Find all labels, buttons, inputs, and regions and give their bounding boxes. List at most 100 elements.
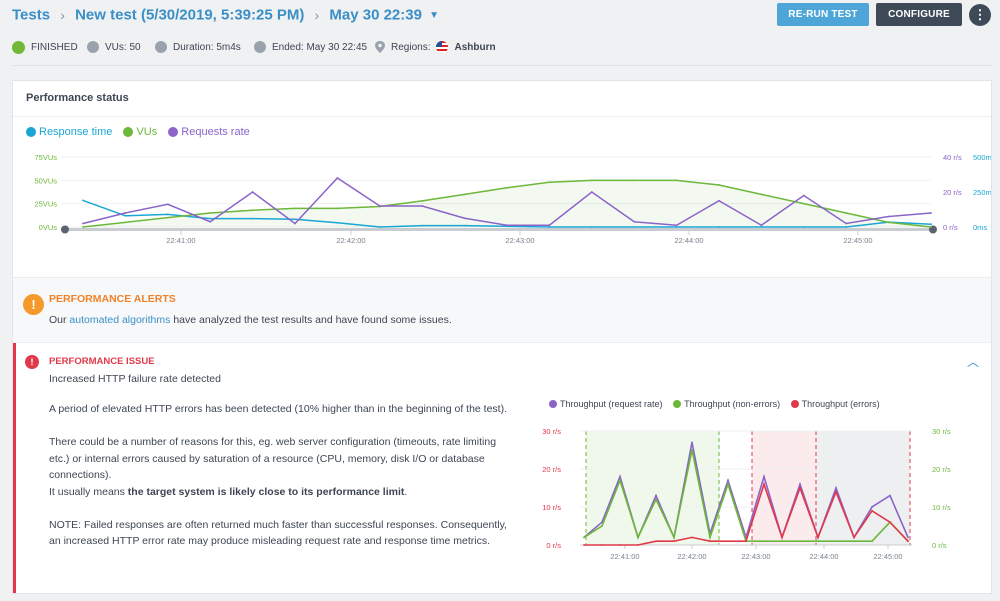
data-point: [727, 479, 729, 482]
y-tick-rate: 40 r/s: [943, 153, 962, 162]
data-point: [655, 540, 657, 543]
data-point: [421, 224, 424, 227]
data-point: [845, 212, 848, 214]
data-point: [294, 218, 296, 221]
data-point: [619, 544, 621, 546]
data-point: [378, 205, 381, 207]
data-point: [166, 216, 169, 219]
x-tick-label: 22:44:00: [809, 552, 838, 561]
data-point: [633, 220, 636, 223]
status-regions: Regions: Ashburn: [375, 38, 496, 56]
performance-chart[interactable]: 0VUs 25VUs 50VUs 75VUs 0 r/s 20 r/s 40 r/s 0ms 2…: [13, 147, 991, 247]
status-duration: Duration: 5m4s: [155, 38, 241, 56]
data-point: [336, 177, 339, 179]
chevron-right-icon: ›: [314, 7, 320, 24]
x-tick-label: 22:41:00: [166, 236, 195, 245]
data-point: [799, 483, 801, 486]
throughput-chart[interactable]: 0 r/s 10 r/s 20 r/s 30 r/s 0 r/s 10 r/s 20 r/s…: [516, 421, 956, 571]
data-point: [294, 207, 296, 210]
configure-button[interactable]: CONFIGURE: [876, 3, 962, 26]
breadcrumb-run[interactable]: May 30 22:39: [329, 6, 422, 24]
data-point: [871, 540, 873, 543]
legend-non-errors[interactable]: Throughput (non-errors): [673, 399, 780, 409]
performance-card: Performance status Response time VUs Req…: [12, 80, 992, 594]
automated-algorithms-link[interactable]: automated algorithms: [69, 314, 171, 326]
vus-area: [83, 180, 931, 227]
data-point: [709, 536, 711, 539]
data-point: [760, 193, 763, 196]
performance-alerts-panel: ! PERFORMANCE ALERTS Our automated algor…: [13, 277, 991, 343]
issue-paragraph: A period of elevated HTTP errors has bee…: [49, 403, 508, 415]
data-point: [817, 540, 819, 543]
vus-value: VUs: 50: [105, 41, 141, 53]
data-point: [691, 441, 693, 444]
data-point: [548, 224, 551, 227]
data-point: [209, 220, 212, 223]
issue-text-after: .: [404, 485, 408, 498]
data-point: [294, 222, 296, 225]
data-point: [845, 226, 848, 228]
data-point: [802, 194, 805, 197]
legend-request-rate[interactable]: Throughput (request rate): [549, 399, 663, 409]
data-point: [209, 212, 212, 214]
data-point: [853, 536, 855, 539]
legend-requests-rate[interactable]: Requests rate: [168, 126, 250, 138]
x-tick-label: 22:42:00: [336, 236, 365, 245]
issue-note: NOTE: Failed responses are often returne…: [49, 518, 507, 548]
status-vus: VUs: 50: [87, 38, 141, 56]
caret-down-icon[interactable]: ▼: [429, 9, 440, 21]
data-point: [124, 221, 127, 224]
data-point: [548, 226, 551, 228]
data-point: [802, 226, 805, 228]
data-point: [718, 226, 720, 228]
data-point: [675, 179, 678, 182]
issue-paragraph: It usually means the target system is li…: [49, 484, 519, 501]
status-state: FINISHED: [31, 41, 78, 53]
data-point: [336, 221, 339, 224]
performance-legend: Response time VUs Requests rate: [26, 126, 258, 140]
chevron-right-icon: ›: [60, 7, 65, 24]
legend-errors[interactable]: Throughput (errors): [790, 399, 880, 409]
x-tick-label: 22:43:00: [505, 236, 534, 245]
data-point: [835, 490, 837, 493]
timeline-scrollbar: [69, 228, 931, 231]
legend-response-time[interactable]: Response time: [26, 126, 112, 138]
x-tick-label: 22:42:00: [677, 552, 706, 561]
breadcrumb-tests[interactable]: Tests: [12, 6, 51, 24]
legend-label: Throughput (errors): [801, 399, 880, 409]
rerun-test-button[interactable]: RE-RUN TEST: [777, 3, 869, 26]
breadcrumb-test[interactable]: New test (5/30/2019, 5:39:25 PM): [75, 6, 305, 24]
status-finished: FINISHED: [12, 38, 78, 56]
y-tick-right: 30 r/s: [932, 427, 951, 436]
x-tick-label: 22:45:00: [873, 552, 902, 561]
data-point: [124, 214, 127, 217]
data-point: [799, 487, 801, 489]
collapse-chevron-up-icon[interactable]: ︿: [967, 355, 980, 369]
alerts-text-before: Our: [49, 314, 70, 326]
y-tick-left: 30 r/s: [542, 427, 561, 436]
data-point: [633, 179, 636, 182]
data-point: [463, 224, 466, 227]
scroll-left-handle: [61, 225, 69, 234]
data-point: [763, 540, 765, 543]
data-point: [845, 222, 848, 225]
data-point: [799, 540, 801, 543]
us-flag-icon: [436, 41, 449, 53]
data-point: [421, 199, 424, 202]
data-point: [583, 544, 585, 546]
divider: [13, 116, 991, 117]
data-point: [506, 186, 508, 189]
legend-vus[interactable]: VUs: [123, 126, 157, 138]
clock-icon: [155, 41, 167, 53]
data-point: [718, 199, 720, 202]
more-options-icon[interactable]: ⋮: [969, 4, 991, 26]
issue-text-before: It usually means: [49, 485, 128, 498]
y-tick-ms: 0ms: [973, 223, 987, 232]
data-point: [655, 494, 657, 497]
data-point: [930, 223, 932, 226]
data-point: [907, 540, 909, 543]
data-point: [930, 212, 932, 214]
alerts-description: Our automated algorithms have analyzed t…: [49, 314, 452, 326]
data-point: [817, 536, 819, 539]
data-point: [745, 540, 747, 543]
